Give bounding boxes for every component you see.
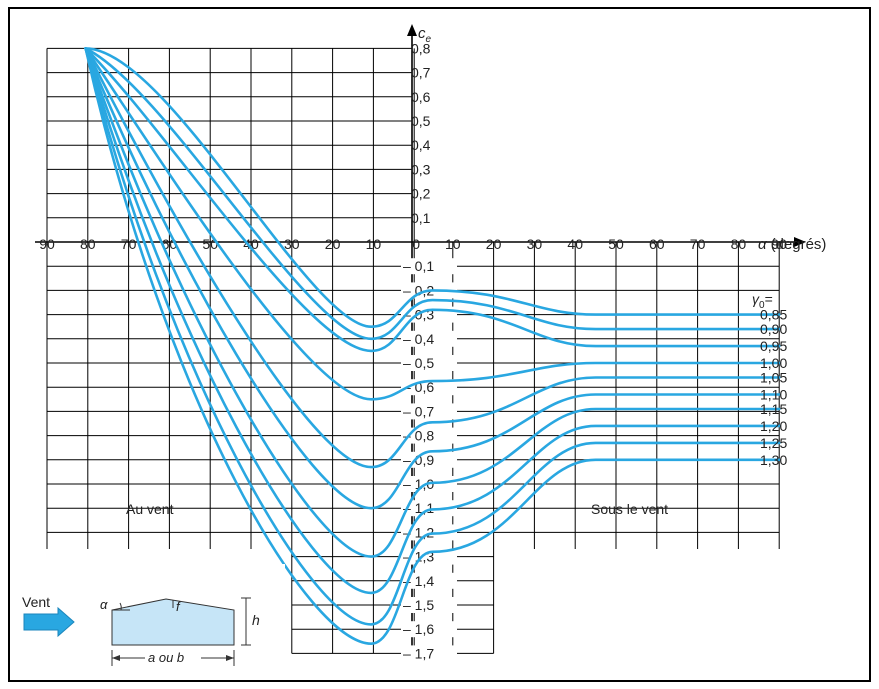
x-tick-label: 40 xyxy=(567,236,583,252)
curve-label: 1,05 xyxy=(760,370,787,386)
wind-arrow-icon xyxy=(23,606,75,638)
curves xyxy=(84,47,781,646)
dim-label: a ou b xyxy=(148,650,184,665)
curve-gamma-1-10 xyxy=(84,47,781,510)
x-tick-label: 90 xyxy=(771,236,787,252)
x-axis-title: α (degrés) xyxy=(758,236,826,253)
curve-gamma-1-15 xyxy=(84,47,781,558)
curve-label: 1,30 xyxy=(760,452,787,468)
x-axis-symbol: α xyxy=(758,236,767,253)
building-shape xyxy=(111,598,235,646)
y-tick-label: – 0,1 xyxy=(403,258,434,274)
x-tick-label: 70 xyxy=(690,236,706,252)
y-tick-label: – 1,7 xyxy=(403,645,434,661)
y-tick-label: 0,6 xyxy=(411,89,431,105)
y-tick-label: – 0,9 xyxy=(403,452,434,468)
vent-label: Vent xyxy=(22,594,50,610)
h-label: h xyxy=(252,612,260,628)
chart-frame xyxy=(8,7,871,682)
curve-label: 0,85 xyxy=(760,307,787,323)
x-tick-label: 40 xyxy=(243,236,259,252)
x-tick-label: 20 xyxy=(325,236,341,252)
x-tick-label: 30 xyxy=(527,236,543,252)
x-tick-label: 80 xyxy=(80,236,96,252)
curve-label: 0,95 xyxy=(760,338,787,354)
y-tick-label: 0,2 xyxy=(411,186,431,202)
roof-inset-diagram: Vent α f h a ou b xyxy=(15,564,285,680)
y-tick-label: – 0,7 xyxy=(403,403,434,419)
y-tick-label: 0,7 xyxy=(411,65,431,81)
x-tick-label: 30 xyxy=(284,236,300,252)
curve-label: 1,10 xyxy=(760,386,787,402)
curve-gamma-1-30 xyxy=(84,47,781,646)
alpha-label: α xyxy=(100,597,108,612)
legend-title: γ0= xyxy=(752,291,773,311)
x-axis-unit: (degrés) xyxy=(771,236,827,253)
y-tick-label: 0,5 xyxy=(411,113,431,129)
y-tick-label: 0,3 xyxy=(411,161,431,177)
x-tick-label: 50 xyxy=(202,236,218,252)
x-tick-label: 10 xyxy=(366,236,382,252)
y-tick-label: – 0,4 xyxy=(403,331,434,347)
y-tick-label: – 1,1 xyxy=(403,500,434,516)
curve-label: 0,90 xyxy=(760,321,787,337)
x-tick-label: 80 xyxy=(731,236,747,252)
x-tick-label: 10 xyxy=(445,236,461,252)
curve-gamma-1-00 xyxy=(84,47,781,401)
x-tick-label: 90 xyxy=(39,236,55,252)
curve-label: 1,20 xyxy=(760,418,787,434)
x-tick-label: 60 xyxy=(649,236,665,252)
curve-gamma-1-20 xyxy=(84,47,781,595)
y-tick-label: – 1,6 xyxy=(403,621,434,637)
curve-label: 1,15 xyxy=(760,401,787,417)
x-tick-label: 20 xyxy=(486,236,502,252)
curve-gamma-1-25 xyxy=(84,47,781,626)
y-tick-label: – 0,5 xyxy=(403,355,434,371)
y-axis-title: ce xyxy=(418,25,432,45)
y-axis-title-sub: e xyxy=(426,34,432,45)
y-tick-label: – 0,2 xyxy=(403,282,434,298)
curve-gamma-0-95 xyxy=(84,47,781,353)
curve-label: 1,00 xyxy=(760,355,787,371)
y-tick-label: – 1,0 xyxy=(403,476,434,492)
y-tick-label: – 1,5 xyxy=(403,597,434,613)
x-tick-label: 50 xyxy=(608,236,624,252)
y-tick-label: 0,8 xyxy=(411,40,431,56)
y-tick-label: 0,4 xyxy=(411,137,431,153)
y-tick-label: – 0,6 xyxy=(403,379,434,395)
curve-gamma-1-05 xyxy=(84,47,781,469)
sous-le-vent-label: Sous le vent xyxy=(591,501,668,517)
x-tick-label: 70 xyxy=(121,236,137,252)
x-tick-label: 0 xyxy=(412,236,420,252)
au-vent-label: Au vent xyxy=(126,501,174,517)
y-tick-label: 0,1 xyxy=(411,210,431,226)
curve-label: 1,25 xyxy=(760,435,787,451)
curve-gamma-0-90 xyxy=(84,47,781,341)
curve-gamma-0-85 xyxy=(84,47,781,329)
curve-labels: 0,850,900,951,001,051,101,151,201,251,30 xyxy=(760,307,787,468)
f-label: f xyxy=(176,599,181,614)
